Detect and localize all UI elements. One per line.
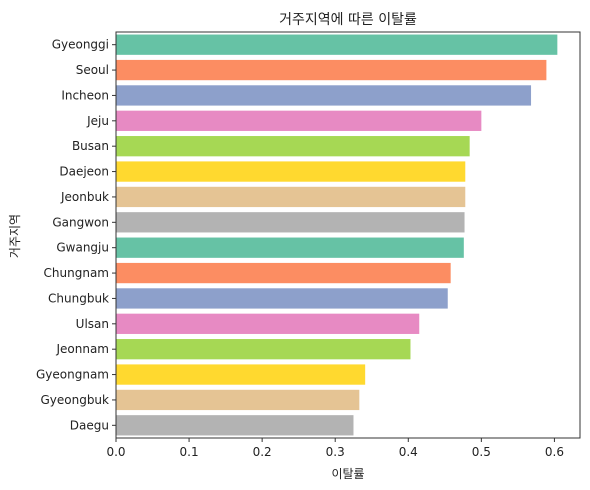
y-tick-label: Busan bbox=[72, 139, 109, 153]
x-axis-ticks: 0.0 0.1 0.2 0.3 0.4 0.5 0.6 bbox=[106, 438, 564, 459]
x-tick-label: 0.4 bbox=[399, 445, 418, 459]
y-tick-label: Gyeonggi bbox=[52, 38, 109, 52]
bar-jeju bbox=[116, 110, 482, 131]
bar-jeonnam bbox=[116, 339, 411, 360]
x-tick-label: 0.6 bbox=[545, 445, 564, 459]
y-tick-label: Jeju bbox=[86, 114, 109, 128]
x-tick-label: 0.3 bbox=[326, 445, 345, 459]
y-tick-label: Jeonbuk bbox=[60, 190, 109, 204]
bars-group bbox=[116, 34, 558, 436]
bar-gyeongbuk bbox=[116, 389, 360, 411]
x-axis-label: 이탈률 bbox=[331, 467, 364, 481]
bar-gyeonggi bbox=[116, 34, 558, 55]
y-tick-label: Ulsan bbox=[76, 317, 109, 331]
y-tick-label: Gwangju bbox=[56, 241, 109, 255]
y-tick-label: Gangwon bbox=[52, 215, 109, 229]
chart-title: 거주지역에 따른 이탈률 bbox=[279, 12, 417, 28]
bar-daejeon bbox=[116, 161, 466, 182]
y-axis-label: 거주지역 bbox=[8, 214, 22, 258]
bar-gyeongnam bbox=[116, 364, 366, 385]
x-tick-label: 0.5 bbox=[472, 445, 491, 459]
y-tick-label: Gyeongnam bbox=[36, 368, 109, 382]
y-tick-label: Jeonnam bbox=[55, 342, 109, 356]
bar-seoul bbox=[116, 59, 547, 81]
x-tick-label: 0.0 bbox=[106, 445, 125, 459]
y-tick-label: Daejeon bbox=[59, 165, 109, 179]
bar-chungbuk bbox=[116, 288, 448, 309]
bar-chungnam bbox=[116, 262, 451, 284]
y-tick-label: Seoul bbox=[76, 63, 109, 77]
x-tick-label: 0.2 bbox=[253, 445, 272, 459]
y-tick-label: Daegu bbox=[70, 418, 109, 432]
bar-ulsan bbox=[116, 313, 420, 334]
bar-gwangju bbox=[116, 237, 464, 258]
bar-incheon bbox=[116, 85, 532, 106]
y-tick-label: Chungbuk bbox=[48, 291, 109, 305]
y-tick-label: Gyeongbuk bbox=[40, 393, 109, 407]
plot-frame bbox=[115, 31, 581, 439]
x-tick-label: 0.1 bbox=[180, 445, 199, 459]
bar-busan bbox=[116, 136, 470, 157]
bar-jeonbuk bbox=[116, 186, 466, 208]
y-axis-ticks: Gyeonggi Seoul Incheon Jeju Busan Daejeon Jeon… bbox=[36, 38, 116, 432]
bar-gangwon bbox=[116, 212, 465, 233]
y-tick-label: Incheon bbox=[61, 88, 109, 102]
y-tick-label: Chungnam bbox=[44, 266, 109, 280]
bar-daegu bbox=[116, 415, 354, 436]
